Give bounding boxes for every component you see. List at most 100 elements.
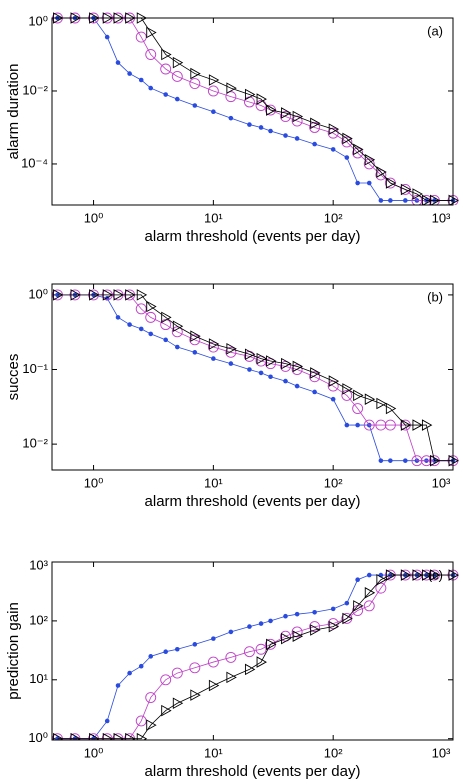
marker bbox=[280, 111, 291, 122]
marker bbox=[163, 649, 168, 654]
marker bbox=[330, 147, 336, 152]
marker bbox=[55, 736, 60, 740]
x-tick-label: 10¹ bbox=[204, 475, 223, 490]
marker bbox=[385, 569, 397, 581]
marker bbox=[353, 143, 364, 156]
marker bbox=[353, 600, 364, 612]
marker bbox=[341, 136, 353, 148]
marker bbox=[174, 646, 180, 652]
marker bbox=[207, 656, 219, 668]
marker bbox=[366, 180, 372, 186]
marker bbox=[412, 188, 423, 200]
marker bbox=[136, 732, 148, 740]
marker bbox=[211, 109, 216, 115]
marker bbox=[171, 326, 183, 338]
marker bbox=[310, 367, 321, 379]
marker bbox=[228, 361, 234, 366]
marker bbox=[312, 609, 317, 615]
marker bbox=[327, 127, 339, 139]
marker bbox=[344, 155, 350, 160]
marker bbox=[429, 569, 441, 581]
marker bbox=[163, 92, 168, 97]
marker bbox=[256, 352, 267, 365]
marker bbox=[244, 663, 256, 676]
marker bbox=[138, 663, 144, 669]
axes-frame bbox=[51, 283, 454, 471]
series-line bbox=[57, 574, 453, 740]
marker bbox=[102, 289, 114, 301]
marker bbox=[115, 315, 121, 320]
marker bbox=[281, 357, 292, 370]
marker bbox=[363, 600, 375, 612]
x-axis-label: alarm threshold (events per day) bbox=[145, 763, 361, 780]
marker bbox=[344, 422, 350, 428]
x-tick-label: 10³ bbox=[432, 210, 451, 225]
marker bbox=[280, 360, 291, 372]
y-tick-label: 10⁰ bbox=[28, 13, 48, 28]
marker bbox=[226, 82, 237, 94]
marker bbox=[292, 110, 304, 123]
marker bbox=[146, 719, 157, 731]
marker bbox=[174, 96, 180, 102]
marker bbox=[247, 624, 252, 629]
marker bbox=[125, 732, 136, 740]
marker bbox=[266, 638, 277, 651]
series-line bbox=[57, 294, 453, 462]
marker bbox=[146, 26, 157, 39]
marker bbox=[342, 383, 353, 395]
marker bbox=[113, 289, 124, 301]
series-line bbox=[57, 17, 453, 201]
marker bbox=[127, 71, 132, 76]
x-tick-label: 10² bbox=[324, 475, 343, 490]
marker bbox=[366, 572, 372, 578]
marker bbox=[115, 683, 121, 688]
marker bbox=[375, 169, 387, 181]
marker bbox=[211, 636, 216, 641]
marker bbox=[353, 389, 364, 402]
marker bbox=[192, 642, 198, 647]
marker bbox=[127, 670, 132, 676]
marker bbox=[283, 133, 288, 138]
marker bbox=[309, 122, 321, 133]
marker bbox=[145, 311, 157, 323]
marker bbox=[376, 573, 387, 586]
axes-frame bbox=[51, 17, 454, 206]
marker bbox=[174, 344, 180, 350]
x-axis-label: alarm threshold (events per day) bbox=[145, 228, 361, 245]
marker bbox=[225, 346, 237, 358]
marker bbox=[355, 422, 360, 428]
marker bbox=[363, 419, 375, 431]
marker bbox=[189, 78, 201, 89]
marker bbox=[208, 338, 220, 350]
marker bbox=[388, 198, 393, 203]
marker bbox=[256, 93, 267, 105]
marker bbox=[403, 198, 408, 203]
marker bbox=[375, 419, 387, 431]
annotation: (c) bbox=[428, 567, 443, 582]
marker bbox=[163, 337, 168, 343]
annotation: (b) bbox=[427, 289, 443, 304]
plot-area bbox=[52, 569, 459, 740]
series-line bbox=[57, 574, 453, 740]
marker bbox=[138, 77, 144, 83]
marker bbox=[375, 582, 387, 594]
marker bbox=[255, 643, 267, 655]
marker bbox=[160, 63, 172, 75]
marker bbox=[256, 656, 267, 668]
marker bbox=[138, 326, 144, 332]
marker bbox=[364, 587, 376, 599]
marker bbox=[330, 606, 336, 612]
marker bbox=[291, 626, 303, 638]
marker bbox=[171, 667, 183, 679]
marker bbox=[53, 289, 64, 301]
marker bbox=[283, 378, 288, 384]
marker bbox=[268, 374, 273, 380]
marker bbox=[160, 674, 172, 686]
marker bbox=[352, 147, 364, 159]
marker bbox=[281, 107, 292, 119]
marker bbox=[243, 646, 255, 658]
marker bbox=[342, 132, 353, 145]
marker bbox=[172, 320, 184, 333]
marker bbox=[148, 331, 154, 337]
marker bbox=[136, 289, 148, 301]
